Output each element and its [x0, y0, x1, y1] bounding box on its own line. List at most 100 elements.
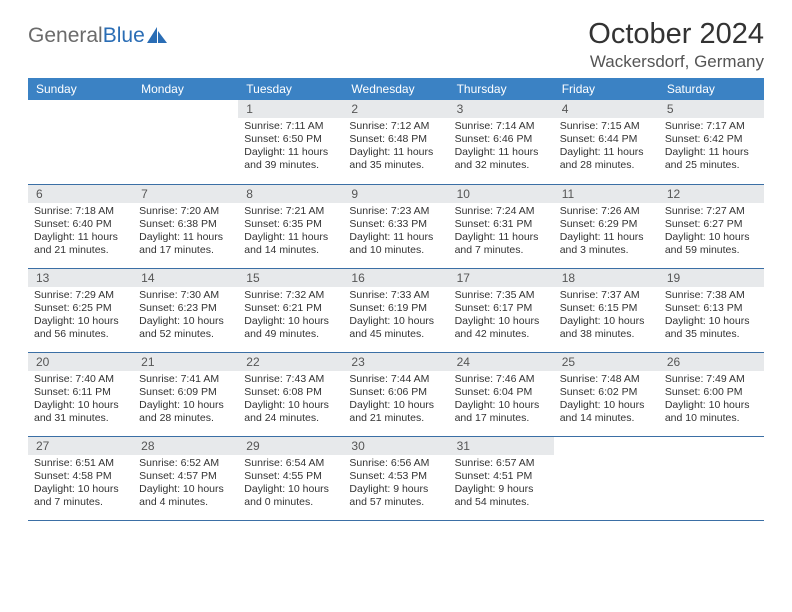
- daylight-text: Daylight: 11 hours and 35 minutes.: [349, 146, 442, 172]
- calendar-row: 20Sunrise: 7:40 AMSunset: 6:11 PMDayligh…: [28, 352, 764, 436]
- calendar-cell: 3Sunrise: 7:14 AMSunset: 6:46 PMDaylight…: [449, 100, 554, 184]
- sunset-text: Sunset: 6:02 PM: [560, 386, 653, 399]
- daylight-text: Daylight: 10 hours and 59 minutes.: [665, 231, 758, 257]
- calendar-page: GeneralBlue October 2024 Wackersdorf, Ge…: [0, 0, 792, 539]
- calendar-cell: 8Sunrise: 7:21 AMSunset: 6:35 PMDaylight…: [238, 184, 343, 268]
- sunset-text: Sunset: 4:51 PM: [455, 470, 548, 483]
- sunrise-text: Sunrise: 7:48 AM: [560, 373, 653, 386]
- calendar-cell: [554, 436, 659, 520]
- weekday-header: Wednesday: [343, 78, 448, 100]
- calendar-cell: 21Sunrise: 7:41 AMSunset: 6:09 PMDayligh…: [133, 352, 238, 436]
- calendar-cell: 25Sunrise: 7:48 AMSunset: 6:02 PMDayligh…: [554, 352, 659, 436]
- sunset-text: Sunset: 6:04 PM: [455, 386, 548, 399]
- calendar-row: 13Sunrise: 7:29 AMSunset: 6:25 PMDayligh…: [28, 268, 764, 352]
- sunset-text: Sunset: 6:33 PM: [349, 218, 442, 231]
- day-number: 26: [659, 353, 764, 371]
- daylight-text: Daylight: 11 hours and 25 minutes.: [665, 146, 758, 172]
- day-number: 3: [449, 100, 554, 118]
- sunrise-text: Sunrise: 7:12 AM: [349, 120, 442, 133]
- daylight-text: Daylight: 10 hours and 35 minutes.: [665, 315, 758, 341]
- calendar-cell: 31Sunrise: 6:57 AMSunset: 4:51 PMDayligh…: [449, 436, 554, 520]
- sunrise-text: Sunrise: 7:37 AM: [560, 289, 653, 302]
- logo: GeneralBlue: [28, 18, 169, 48]
- sunrise-text: Sunrise: 7:44 AM: [349, 373, 442, 386]
- daylight-text: Daylight: 10 hours and 38 minutes.: [560, 315, 653, 341]
- day-number: 14: [133, 269, 238, 287]
- calendar-cell: 9Sunrise: 7:23 AMSunset: 6:33 PMDaylight…: [343, 184, 448, 268]
- sunset-text: Sunset: 6:46 PM: [455, 133, 548, 146]
- daylight-text: Daylight: 10 hours and 0 minutes.: [244, 483, 337, 509]
- day-content: Sunrise: 7:26 AMSunset: 6:29 PMDaylight:…: [554, 203, 659, 260]
- calendar-row: 6Sunrise: 7:18 AMSunset: 6:40 PMDaylight…: [28, 184, 764, 268]
- daylight-text: Daylight: 10 hours and 42 minutes.: [455, 315, 548, 341]
- sunset-text: Sunset: 6:13 PM: [665, 302, 758, 315]
- calendar-cell: [28, 100, 133, 184]
- weekday-header: Friday: [554, 78, 659, 100]
- sunrise-text: Sunrise: 7:32 AM: [244, 289, 337, 302]
- day-number: 22: [238, 353, 343, 371]
- weekday-header: Thursday: [449, 78, 554, 100]
- sunrise-text: Sunrise: 7:49 AM: [665, 373, 758, 386]
- calendar-cell: 18Sunrise: 7:37 AMSunset: 6:15 PMDayligh…: [554, 268, 659, 352]
- day-number: 21: [133, 353, 238, 371]
- sunset-text: Sunset: 4:53 PM: [349, 470, 442, 483]
- sunset-text: Sunset: 6:35 PM: [244, 218, 337, 231]
- day-number: 12: [659, 185, 764, 203]
- day-content: Sunrise: 7:33 AMSunset: 6:19 PMDaylight:…: [343, 287, 448, 344]
- logo-text-blue: Blue: [103, 24, 145, 48]
- day-number: 8: [238, 185, 343, 203]
- calendar-body: 1Sunrise: 7:11 AMSunset: 6:50 PMDaylight…: [28, 100, 764, 520]
- day-number: 13: [28, 269, 133, 287]
- day-content: Sunrise: 7:24 AMSunset: 6:31 PMDaylight:…: [449, 203, 554, 260]
- day-content: Sunrise: 7:21 AMSunset: 6:35 PMDaylight:…: [238, 203, 343, 260]
- sunset-text: Sunset: 6:48 PM: [349, 133, 442, 146]
- day-number: 18: [554, 269, 659, 287]
- day-number: 30: [343, 437, 448, 455]
- daylight-text: Daylight: 11 hours and 32 minutes.: [455, 146, 548, 172]
- sunset-text: Sunset: 4:57 PM: [139, 470, 232, 483]
- calendar-cell: 4Sunrise: 7:15 AMSunset: 6:44 PMDaylight…: [554, 100, 659, 184]
- day-content: Sunrise: 7:43 AMSunset: 6:08 PMDaylight:…: [238, 371, 343, 428]
- sunrise-text: Sunrise: 7:24 AM: [455, 205, 548, 218]
- day-content: Sunrise: 6:56 AMSunset: 4:53 PMDaylight:…: [343, 455, 448, 512]
- sunrise-text: Sunrise: 7:41 AM: [139, 373, 232, 386]
- daylight-text: Daylight: 10 hours and 56 minutes.: [34, 315, 127, 341]
- calendar-cell: 28Sunrise: 6:52 AMSunset: 4:57 PMDayligh…: [133, 436, 238, 520]
- day-content: Sunrise: 7:40 AMSunset: 6:11 PMDaylight:…: [28, 371, 133, 428]
- day-content: Sunrise: 7:48 AMSunset: 6:02 PMDaylight:…: [554, 371, 659, 428]
- sunrise-text: Sunrise: 7:20 AM: [139, 205, 232, 218]
- calendar-cell: 7Sunrise: 7:20 AMSunset: 6:38 PMDaylight…: [133, 184, 238, 268]
- day-content: Sunrise: 7:38 AMSunset: 6:13 PMDaylight:…: [659, 287, 764, 344]
- calendar-cell: 23Sunrise: 7:44 AMSunset: 6:06 PMDayligh…: [343, 352, 448, 436]
- logo-text-gray: General: [28, 24, 103, 48]
- day-number: 20: [28, 353, 133, 371]
- daylight-text: Daylight: 10 hours and 10 minutes.: [665, 399, 758, 425]
- day-content: Sunrise: 6:51 AMSunset: 4:58 PMDaylight:…: [28, 455, 133, 512]
- sunset-text: Sunset: 6:42 PM: [665, 133, 758, 146]
- sunset-text: Sunset: 4:58 PM: [34, 470, 127, 483]
- title-block: October 2024 Wackersdorf, Germany: [588, 18, 764, 72]
- calendar-cell: 26Sunrise: 7:49 AMSunset: 6:00 PMDayligh…: [659, 352, 764, 436]
- calendar-cell: 6Sunrise: 7:18 AMSunset: 6:40 PMDaylight…: [28, 184, 133, 268]
- day-content: Sunrise: 7:18 AMSunset: 6:40 PMDaylight:…: [28, 203, 133, 260]
- day-content: Sunrise: 7:14 AMSunset: 6:46 PMDaylight:…: [449, 118, 554, 175]
- calendar-cell: 11Sunrise: 7:26 AMSunset: 6:29 PMDayligh…: [554, 184, 659, 268]
- day-content: Sunrise: 7:37 AMSunset: 6:15 PMDaylight:…: [554, 287, 659, 344]
- calendar-table: SundayMondayTuesdayWednesdayThursdayFrid…: [28, 78, 764, 521]
- day-number: 6: [28, 185, 133, 203]
- day-content: Sunrise: 7:44 AMSunset: 6:06 PMDaylight:…: [343, 371, 448, 428]
- sunrise-text: Sunrise: 7:30 AM: [139, 289, 232, 302]
- day-number: 27: [28, 437, 133, 455]
- day-number: 9: [343, 185, 448, 203]
- weekday-header: Sunday: [28, 78, 133, 100]
- day-number: 25: [554, 353, 659, 371]
- sunset-text: Sunset: 6:06 PM: [349, 386, 442, 399]
- calendar-cell: 20Sunrise: 7:40 AMSunset: 6:11 PMDayligh…: [28, 352, 133, 436]
- day-content: Sunrise: 6:52 AMSunset: 4:57 PMDaylight:…: [133, 455, 238, 512]
- calendar-cell: [659, 436, 764, 520]
- sunrise-text: Sunrise: 6:54 AM: [244, 457, 337, 470]
- calendar-cell: 29Sunrise: 6:54 AMSunset: 4:55 PMDayligh…: [238, 436, 343, 520]
- day-number: 23: [343, 353, 448, 371]
- day-number: 28: [133, 437, 238, 455]
- daylight-text: Daylight: 9 hours and 54 minutes.: [455, 483, 548, 509]
